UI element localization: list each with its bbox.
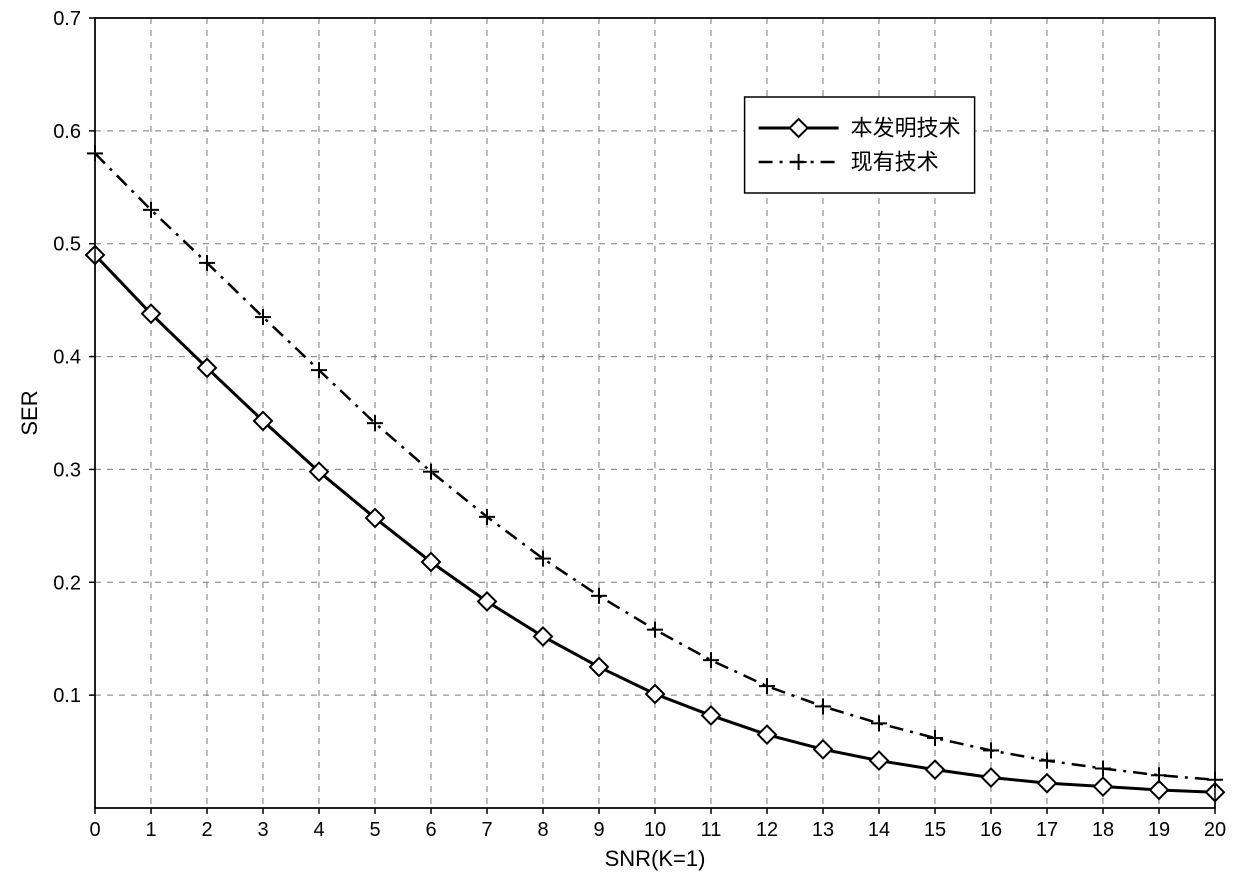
legend-label: 现有技术 <box>851 150 939 175</box>
y-tick-label: 0.6 <box>53 121 81 143</box>
x-tick-label: 14 <box>868 819 890 841</box>
y-tick-label: 0.4 <box>53 347 81 369</box>
x-tick-label: 17 <box>1036 819 1058 841</box>
y-tick-label: 0.1 <box>53 685 81 707</box>
x-axis-label: SNR(K=1) <box>605 846 706 871</box>
x-tick-label: 12 <box>756 819 778 841</box>
x-tick-label: 16 <box>980 819 1002 841</box>
ser-vs-snr-chart: 012345678910111213141516171819200.10.20.… <box>0 0 1240 884</box>
legend-label: 本发明技术 <box>851 116 961 141</box>
x-tick-label: 19 <box>1148 819 1170 841</box>
y-tick-label: 0.5 <box>53 234 81 256</box>
x-tick-label: 0 <box>89 819 100 841</box>
x-tick-label: 8 <box>537 819 548 841</box>
x-tick-label: 5 <box>369 819 380 841</box>
x-tick-label: 18 <box>1092 819 1114 841</box>
x-tick-label: 2 <box>201 819 212 841</box>
x-tick-label: 15 <box>924 819 946 841</box>
y-tick-label: 0.7 <box>53 8 81 30</box>
x-tick-label: 4 <box>313 819 324 841</box>
y-tick-label: 0.2 <box>53 572 81 594</box>
x-tick-label: 9 <box>593 819 604 841</box>
x-tick-label: 3 <box>257 819 268 841</box>
chart-container: 012345678910111213141516171819200.10.20.… <box>0 0 1240 884</box>
y-axis-label: SER <box>17 390 42 435</box>
legend: 本发明技术现有技术 <box>745 97 975 193</box>
x-tick-label: 20 <box>1204 819 1226 841</box>
x-tick-label: 1 <box>145 819 156 841</box>
x-tick-label: 13 <box>812 819 834 841</box>
x-tick-label: 11 <box>701 819 722 841</box>
y-tick-label: 0.3 <box>53 459 81 481</box>
x-tick-label: 7 <box>481 819 492 841</box>
x-tick-label: 6 <box>425 819 436 841</box>
x-tick-label: 10 <box>644 819 666 841</box>
